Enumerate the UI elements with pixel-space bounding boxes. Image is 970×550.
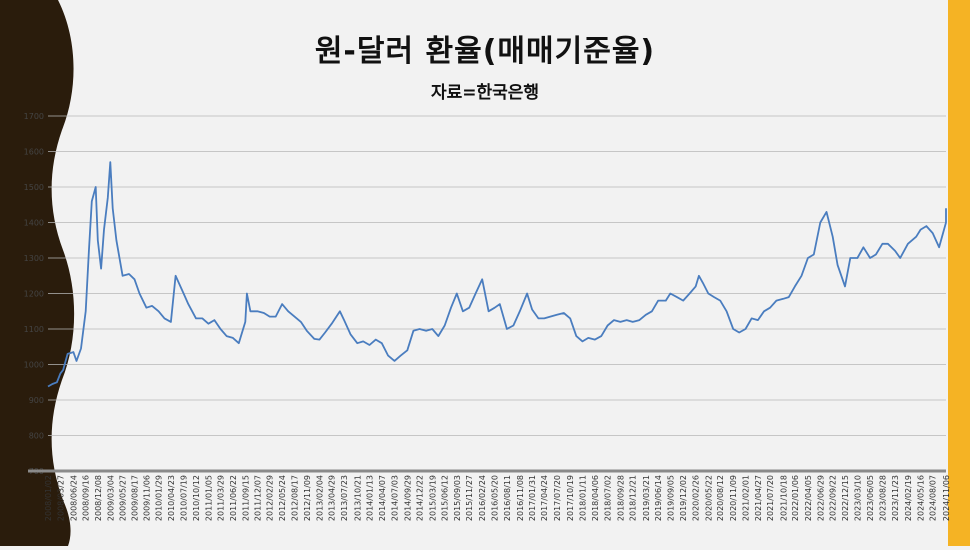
x-tick-label: 2024/05/16 <box>917 475 926 521</box>
x-tick-label: 2021/04/27 <box>754 475 763 521</box>
x-tick-label: 2013/10/21 <box>353 475 362 521</box>
y-tick-label: 1200 <box>24 290 44 299</box>
x-tick-label: 2012/08/17 <box>291 475 300 521</box>
x-tick-label: 2021/10/18 <box>779 475 788 521</box>
x-tick-label: 2023/03/10 <box>853 475 862 521</box>
x-tick-label: 2010/07/19 <box>180 475 189 521</box>
x-tick-label: 2014/07/03 <box>390 475 399 521</box>
x-tick-label: 2014/12/22 <box>416 475 425 521</box>
y-tick-label: 1500 <box>24 183 44 192</box>
x-tick-label: 2018/09/28 <box>616 475 625 521</box>
x-tick-label: 2021/07/20 <box>766 475 775 521</box>
x-axis-ticks: 2008/01/02 2008/03/27 2008/06/24 2008/09/16… <box>44 475 951 521</box>
y-tick-label: 1300 <box>24 254 44 263</box>
x-tick-label: 2015/09/03 <box>453 475 462 521</box>
x-tick-label: 2020/08/12 <box>716 475 725 521</box>
x-tick-label: 2015/03/19 <box>428 475 437 521</box>
chart-title: 원-달러 환율(매매기준율) <box>314 34 656 69</box>
x-tick-label: 2012/05/24 <box>278 475 287 521</box>
y-tick-label: 1700 <box>24 112 44 121</box>
x-tick-label: 2022/04/05 <box>804 475 813 521</box>
x-tick-label: 2023/08/28 <box>878 475 887 521</box>
x-tick-label: 2023/06/05 <box>866 475 875 521</box>
x-tick-label: 2010/10/12 <box>192 475 201 521</box>
x-tick-label: 2008/01/02 <box>44 475 53 521</box>
x-tick-label: 2009/05/27 <box>119 475 128 521</box>
x-tick-label: 2011/09/15 <box>241 475 250 521</box>
y-tick-label: 1100 <box>24 325 44 334</box>
x-tick-label: 2024/08/07 <box>929 475 938 521</box>
left-decorative-band <box>0 0 80 546</box>
y-tick-label: 1600 <box>24 148 44 157</box>
x-tick-label: 2016/05/20 <box>491 475 500 521</box>
x-tick-label: 2021/02/01 <box>741 475 750 521</box>
x-tick-label: 2011/01/05 <box>204 475 213 521</box>
x-tick-label: 2022/01/06 <box>791 475 800 521</box>
x-tick-label: 2013/07/23 <box>340 475 349 521</box>
x-tick-label: 2009/11/06 <box>142 475 151 521</box>
x-tick-label: 2022/06/29 <box>816 475 825 521</box>
x-tick-label: 2017/04/24 <box>540 475 549 521</box>
y-tick-label: 1400 <box>24 219 44 228</box>
x-tick-label: 2013/04/29 <box>328 475 337 521</box>
y-tick-label: 900 <box>29 396 44 405</box>
x-tick-label: 2012/11/09 <box>303 475 312 521</box>
x-tick-label: 2020/05/22 <box>704 475 713 521</box>
x-tick-label: 2014/09/29 <box>403 475 412 521</box>
x-tick-label: 2018/12/21 <box>629 475 638 521</box>
x-tick-label: 2017/07/20 <box>553 475 562 521</box>
x-tick-label: 2013/02/04 <box>315 475 324 521</box>
x-tick-label: 2017/10/19 <box>566 475 575 521</box>
x-tick-label: 2019/09/05 <box>666 475 675 521</box>
x-tick-label: 2014/04/07 <box>378 475 387 521</box>
x-tick-label: 2018/07/02 <box>604 475 613 521</box>
x-tick-label: 2015/06/12 <box>441 475 450 521</box>
x-tick-label: 2018/01/11 <box>578 475 587 521</box>
right-decorative-band <box>948 0 970 546</box>
x-tick-label: 2019/12/02 <box>679 475 688 521</box>
x-tick-label: 2019/06/14 <box>654 475 663 521</box>
x-tick-label: 2015/11/27 <box>465 475 474 521</box>
x-tick-label: 2008/09/16 <box>82 475 91 521</box>
x-tick-label: 2010/04/23 <box>167 475 176 521</box>
x-tick-label: 2010/01/29 <box>155 475 164 521</box>
x-tick-label: 2024/02/19 <box>904 475 913 521</box>
x-tick-label: 2008/06/24 <box>69 475 78 521</box>
chart-subtitle: 자료=한국은행 <box>430 83 540 103</box>
x-tick-label: 2019/03/21 <box>642 475 651 521</box>
y-tick-label: 1000 <box>24 361 44 370</box>
band-shape <box>0 0 75 546</box>
x-tick-label: 2008/03/27 <box>56 475 65 521</box>
x-tick-label: 2016/02/24 <box>478 475 487 521</box>
series-line <box>47 161 947 388</box>
x-tick-label: 2020/11/09 <box>729 475 738 521</box>
x-tick-label: 2024/11/06 <box>942 475 951 521</box>
x-tick-label: 2017/01/31 <box>528 475 537 521</box>
x-tick-label: 2009/03/04 <box>106 475 115 521</box>
x-tick-label: 2018/04/06 <box>591 475 600 521</box>
x-tick-label: 2020/02/26 <box>692 475 701 521</box>
grid-lines <box>48 115 946 472</box>
x-tick-label: 2011/06/22 <box>229 475 238 521</box>
x-tick-label: 2011/03/29 <box>217 475 226 521</box>
x-tick-label: 2012/02/29 <box>266 475 275 521</box>
x-tick-label: 2008/12/08 <box>94 475 103 521</box>
x-tick-label: 2022/09/22 <box>829 475 838 521</box>
x-tick-label: 2022/12/15 <box>841 475 850 521</box>
x-tick-label: 2016/08/11 <box>503 475 512 521</box>
x-tick-label: 2009/08/17 <box>131 475 140 521</box>
y-tick-label: 800 <box>29 432 44 441</box>
x-tick-label: 2014/01/13 <box>366 475 375 521</box>
x-tick-label: 2016/11/08 <box>516 475 525 521</box>
x-tick-label: 2023/11/23 <box>891 475 900 521</box>
wavy-edge <box>0 0 75 546</box>
x-tick-label: 2011/12/07 <box>253 475 262 521</box>
y-axis-ticks: 7008009001000110012001300140015001600170… <box>24 112 44 476</box>
